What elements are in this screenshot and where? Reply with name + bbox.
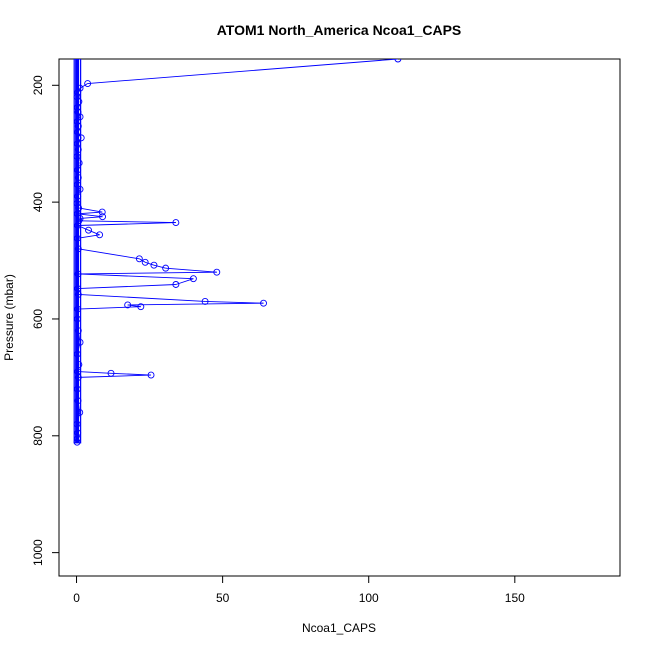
data-point <box>172 219 180 227</box>
y-axis-label: Pressure (mbar) <box>2 274 16 361</box>
x-tick-label: 50 <box>216 591 230 605</box>
series-line-segment <box>87 59 398 84</box>
x-tick-label: 0 <box>73 591 80 605</box>
data-point <box>107 369 115 377</box>
x-axis: 0 50 100 150 <box>73 575 525 605</box>
series-line-segment <box>77 273 194 280</box>
x-tick-label: 100 <box>359 591 379 605</box>
series-line-segment <box>77 225 89 231</box>
data-point <box>85 226 92 234</box>
data-point <box>137 303 145 311</box>
series-line-segment <box>78 220 176 224</box>
series-line-segment <box>79 83 88 89</box>
data-point <box>201 297 209 305</box>
data-point <box>96 231 104 239</box>
series-line-segment <box>88 229 100 236</box>
y-tick-label: 1000 <box>31 539 45 566</box>
series-line-segment <box>77 211 103 215</box>
data-point <box>84 80 92 87</box>
y-axis: 200 400 600 800 1000 <box>31 75 60 566</box>
y-tick-label: 400 <box>31 192 45 212</box>
series-line-segment <box>78 374 152 378</box>
data-point <box>99 213 106 221</box>
data-point <box>141 258 149 266</box>
y-tick-label: 200 <box>31 75 45 95</box>
series-line-segment <box>77 271 217 275</box>
data-point <box>260 299 267 307</box>
series-line-segment <box>145 261 155 266</box>
x-axis-label: Ncoa1_CAPS <box>302 621 376 635</box>
data-point <box>172 281 180 288</box>
series-line-segment <box>110 372 152 376</box>
series-line-segment <box>78 248 140 260</box>
data-point <box>162 264 170 272</box>
series-line-segment <box>78 293 206 302</box>
series-line-segment <box>77 222 176 226</box>
series-line-segment <box>77 284 176 290</box>
series-line-segment <box>77 371 112 374</box>
x-tick-label: 150 <box>505 591 525 605</box>
y-tick-label: 800 <box>31 425 45 445</box>
data-point <box>150 261 158 269</box>
y-tick-label: 600 <box>31 309 45 329</box>
data-point <box>147 371 155 379</box>
data-point <box>189 275 197 283</box>
chart-title: ATOM1 North_America Ncoa1_CAPS <box>217 22 462 38</box>
data-point <box>394 59 402 63</box>
data-point <box>98 208 106 216</box>
series-line-segment <box>77 213 103 218</box>
series-line-segment <box>78 207 103 213</box>
data-point <box>124 301 132 309</box>
data-point <box>213 268 221 276</box>
series-line-segment <box>165 267 217 273</box>
series-line-segment <box>80 216 103 219</box>
series-line-segment <box>127 302 264 306</box>
series-line-segment <box>153 264 166 269</box>
data-point <box>135 255 143 263</box>
series-layer <box>73 59 402 446</box>
